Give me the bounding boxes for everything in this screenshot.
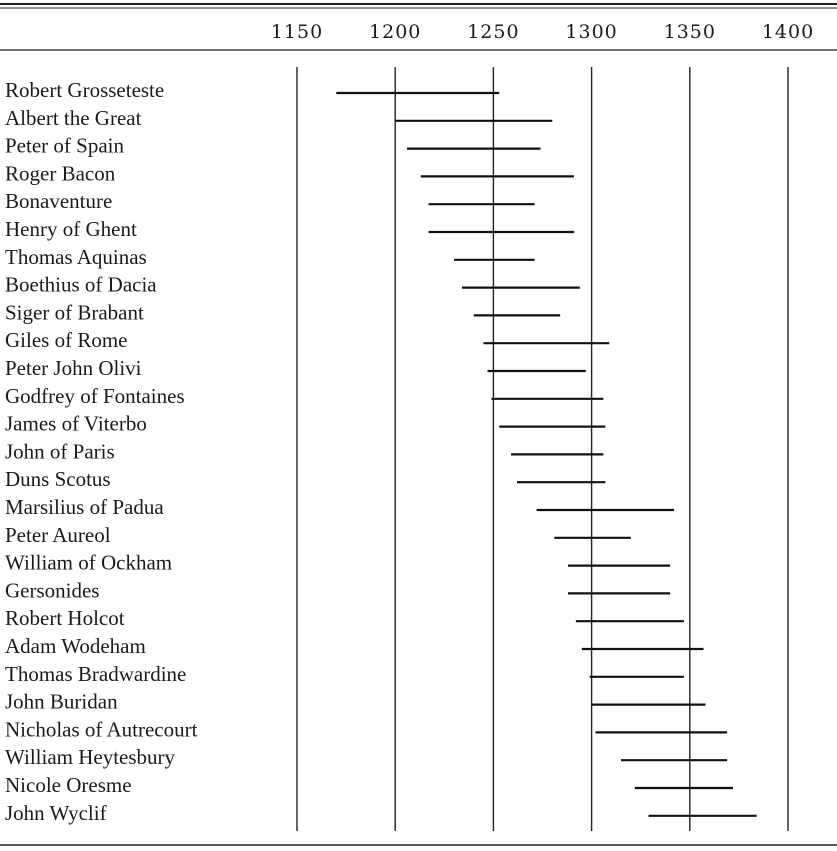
- row-label: Nicole Oresme: [5, 773, 132, 797]
- row-label: Marsilius of Padua: [5, 495, 164, 519]
- row-label: John Wyclif: [5, 801, 107, 825]
- x-tick-label: 1300: [565, 21, 617, 43]
- row-label: Peter John Olivi: [5, 356, 142, 380]
- x-axis-ticks: 1150 1200 1250 1300 1350 1400: [271, 21, 814, 43]
- row-label: Thomas Aquinas: [5, 245, 147, 269]
- row-label: Nicholas of Autrecourt: [5, 717, 198, 741]
- row-label: William Heytesbury: [5, 745, 176, 769]
- row-label: John of Paris: [5, 439, 115, 463]
- row-label: Peter of Spain: [5, 134, 124, 158]
- row-label: Gersonides: [5, 578, 99, 602]
- row-label: Giles of Rome: [5, 328, 127, 352]
- x-tick-label: 1200: [369, 21, 421, 43]
- row-label: Henry of Ghent: [5, 217, 137, 241]
- row-label: Adam Wodeham: [5, 634, 146, 658]
- gridlines: [296, 67, 789, 831]
- x-tick-label: 1400: [762, 21, 814, 43]
- row-label: Thomas Bradwardine: [5, 662, 186, 686]
- row-label: Boethius of Dacia: [5, 273, 157, 297]
- row-label: Albert the Great: [5, 106, 142, 130]
- row-label: Robert Grosseteste: [5, 78, 164, 102]
- lifespan-bars: [336, 91, 757, 817]
- row-label: Peter Aureol: [5, 523, 111, 547]
- row-label: James of Viterbo: [5, 412, 147, 436]
- row-label: Duns Scotus: [5, 467, 111, 491]
- row-label: Roger Bacon: [5, 161, 116, 185]
- row-label: Robert Holcot: [5, 606, 125, 630]
- row-label: John Buridan: [5, 690, 118, 714]
- x-tick-label: 1350: [664, 21, 716, 43]
- x-tick-label: 1150: [271, 21, 323, 43]
- x-tick-label: 1250: [467, 21, 519, 43]
- row-label: Siger of Brabant: [5, 300, 144, 324]
- row-label: William of Ockham: [5, 551, 172, 575]
- row-label: Godfrey of Fontaines: [5, 384, 185, 408]
- row-label: Bonaventure: [5, 189, 112, 213]
- row-labels: Robert Grosseteste Albert the Great Peter …: [5, 78, 198, 825]
